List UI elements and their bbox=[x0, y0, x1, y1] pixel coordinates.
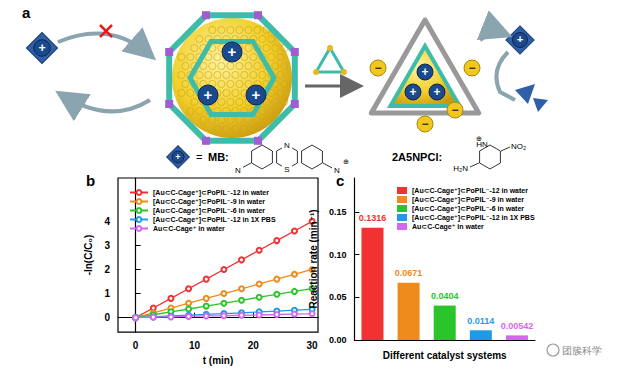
svg-text:[Au⊂C-Cage⁺]⊂PoPIL⁻-12 in wate: [Au⊂C-Cage⁺]⊂PoPIL⁻-12 in water bbox=[153, 189, 269, 197]
svg-text:−: − bbox=[451, 103, 458, 117]
svg-text:HN: HN bbox=[476, 140, 488, 149]
svg-text:−: − bbox=[374, 61, 381, 75]
svg-text:[Au⊂C-Cage⁺]⊂PoPIL⁻-6 in water: [Au⊂C-Cage⁺]⊂PoPIL⁻-6 in water bbox=[153, 207, 265, 215]
svg-text:0.00: 0.00 bbox=[329, 335, 347, 345]
svg-text:3: 3 bbox=[104, 240, 110, 251]
svg-text:2A5NPCl:: 2A5NPCl: bbox=[392, 151, 442, 163]
svg-text:Au⊂C-Cage⁺ in water: Au⊂C-Cage⁺ in water bbox=[153, 225, 225, 233]
svg-text:[Au⊂C-Cage⁺]⊂PoPIL⁻-6 in water: [Au⊂C-Cage⁺]⊂PoPIL⁻-6 in water bbox=[412, 205, 524, 213]
svg-text:0: 0 bbox=[133, 340, 139, 351]
svg-text:MB:: MB: bbox=[208, 151, 229, 163]
svg-text:4: 4 bbox=[104, 216, 110, 227]
svg-text:0.15: 0.15 bbox=[329, 207, 347, 217]
svg-text:10: 10 bbox=[189, 340, 201, 351]
svg-text:[Au⊂C-Cage⁺]⊂PoPIL⁻-12 in 1X P: [Au⊂C-Cage⁺]⊂PoPIL⁻-12 in 1X PBS bbox=[412, 214, 535, 222]
svg-text:20: 20 bbox=[248, 340, 260, 351]
svg-text:+: + bbox=[421, 65, 428, 79]
svg-text:+: + bbox=[252, 86, 261, 103]
svg-text:[Au⊂C-Cage⁺]⊂PoPIL⁻-12 in 1X P: [Au⊂C-Cage⁺]⊂PoPIL⁻-12 in 1X PBS bbox=[153, 216, 276, 224]
svg-text:0.05: 0.05 bbox=[329, 292, 347, 302]
svg-text:Au⊂C-Cage⁺ in water: Au⊂C-Cage⁺ in water bbox=[412, 223, 484, 231]
svg-text:0: 0 bbox=[104, 312, 110, 323]
svg-text:−: − bbox=[421, 117, 428, 131]
svg-text:团簇科学: 团簇科学 bbox=[562, 345, 602, 356]
svg-text:[Au⊂C-Cage⁺]⊂PoPIL⁻-12 in wate: [Au⊂C-Cage⁺]⊂PoPIL⁻-12 in water bbox=[412, 187, 528, 195]
svg-text:30: 30 bbox=[307, 340, 319, 351]
svg-text:N: N bbox=[334, 166, 340, 175]
svg-text:NO₂: NO₂ bbox=[511, 142, 526, 151]
svg-text:⊕: ⊕ bbox=[476, 135, 482, 142]
svg-text:1: 1 bbox=[104, 288, 110, 299]
svg-text:+: + bbox=[175, 152, 180, 162]
svg-text:t (min): t (min) bbox=[203, 355, 234, 366]
svg-text:Reaction rate (min⁻¹): Reaction rate (min⁻¹) bbox=[308, 209, 319, 308]
svg-text:0.10: 0.10 bbox=[329, 250, 347, 260]
svg-text:=: = bbox=[196, 151, 202, 163]
svg-text:2: 2 bbox=[104, 264, 110, 275]
svg-text:[Au⊂C-Cage⁺]⊂PoPIL⁻-9 in water: [Au⊂C-Cage⁺]⊂PoPIL⁻-9 in water bbox=[412, 196, 524, 204]
svg-text:Different catalyst systems: Different catalyst systems bbox=[383, 350, 507, 361]
svg-text:a: a bbox=[22, 4, 31, 21]
svg-text:0.0671: 0.0671 bbox=[395, 268, 423, 278]
svg-text:−: − bbox=[468, 61, 475, 75]
svg-text:+: + bbox=[38, 41, 45, 55]
svg-text:0.0404: 0.0404 bbox=[431, 291, 459, 301]
svg-text:c: c bbox=[336, 172, 344, 189]
svg-text:b: b bbox=[86, 172, 95, 189]
svg-text:N: N bbox=[284, 141, 290, 150]
svg-text:0.1316: 0.1316 bbox=[359, 213, 387, 223]
svg-text:+: + bbox=[433, 85, 440, 99]
svg-text:[Au⊂C-Cage⁺]⊂PoPIL⁻-9 in water: [Au⊂C-Cage⁺]⊂PoPIL⁻-9 in water bbox=[153, 198, 265, 206]
svg-text:0.0114: 0.0114 bbox=[467, 316, 494, 326]
svg-text:S: S bbox=[284, 165, 289, 174]
svg-text:+: + bbox=[204, 86, 213, 103]
svg-text:H₂N: H₂N bbox=[453, 164, 468, 173]
svg-text:+: + bbox=[517, 33, 524, 45]
svg-text:⊕: ⊕ bbox=[343, 158, 349, 165]
svg-text:0.00542: 0.00542 bbox=[501, 321, 534, 331]
svg-text:N: N bbox=[235, 166, 241, 175]
svg-text:-ln(C/C₀): -ln(C/C₀) bbox=[83, 235, 94, 276]
svg-text:+: + bbox=[409, 85, 416, 99]
svg-text:+: + bbox=[228, 43, 237, 60]
